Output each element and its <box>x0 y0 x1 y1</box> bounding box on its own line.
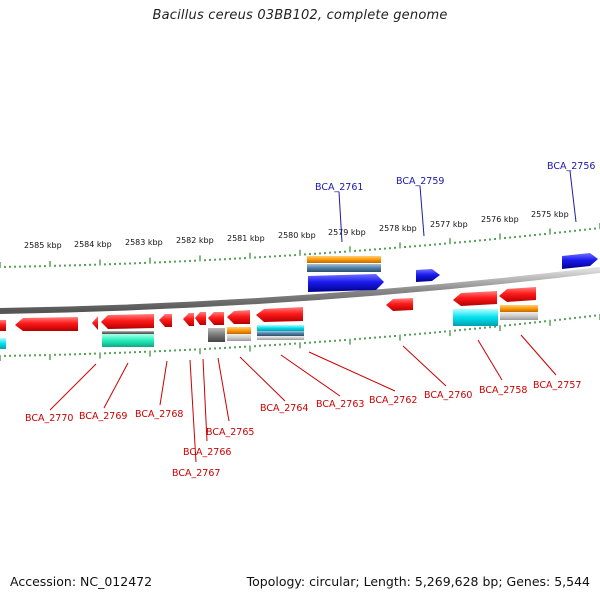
inner-tick-ring <box>0 314 600 361</box>
gene-label-bca-2758[interactable]: BCA_2758 <box>479 385 527 396</box>
cog-bar-cyan[interactable] <box>257 325 304 331</box>
callout-line <box>402 345 447 387</box>
gene-arrow-bca-2766[interactable] <box>195 312 206 325</box>
kbp-label: 2578 kbp <box>379 224 417 233</box>
gene-arrow-bca-2770[interactable] <box>15 317 78 331</box>
callout-line <box>419 185 425 237</box>
gene-label-bca-2765[interactable]: BCA_2765 <box>206 427 254 438</box>
callout-line <box>189 359 197 463</box>
cog-bar-gray[interactable] <box>208 328 225 342</box>
gene-arrow-bca-2757[interactable] <box>499 287 536 302</box>
kbp-scale-labels: 2585 kbp 2584 kbp 2583 kbp 2582 kbp 2581… <box>24 210 569 250</box>
accession-text: Accession: NC_012472 <box>10 574 153 589</box>
cog-bar-gray[interactable] <box>102 331 154 334</box>
gene-arrow-bca-2768[interactable] <box>159 314 172 327</box>
gene-label-bca-2767[interactable]: BCA_2767 <box>172 468 220 479</box>
cog-bar-orange[interactable] <box>500 305 538 312</box>
gene-label-bca-2759[interactable]: BCA_2759 <box>396 176 444 187</box>
callout-line <box>520 334 557 376</box>
gene-arrow-bca-2763[interactable] <box>256 307 303 322</box>
cog-bar-steel[interactable] <box>257 331 304 336</box>
gene-arrow-bca-2769[interactable] <box>101 314 154 329</box>
gene-label-bca-2763[interactable]: BCA_2763 <box>316 399 364 410</box>
callout-line <box>103 362 129 409</box>
callout-line <box>338 191 343 243</box>
cog-bar-lightgray[interactable] <box>227 334 251 341</box>
cog-bar-lightgray[interactable] <box>500 312 538 320</box>
kbp-label: 2576 kbp <box>481 215 519 224</box>
callout-line <box>202 358 208 442</box>
gene-arrow[interactable] <box>0 320 6 331</box>
gene-label-bca-2768[interactable]: BCA_2768 <box>135 409 183 420</box>
outer-tick-ring <box>0 223 600 268</box>
gene-arrow-bca-2761[interactable] <box>308 274 384 292</box>
gene-arrow-bca-2764[interactable] <box>227 310 250 324</box>
genome-backbone <box>0 267 600 314</box>
gene-arrow-bca-2758[interactable] <box>453 291 497 306</box>
forward-gene-labels: BCA_2761 BCA_2759 BCA_2756 <box>315 161 595 243</box>
reverse-strand-features <box>0 287 538 349</box>
kbp-label: 2582 kbp <box>176 236 214 245</box>
kbp-label: 2577 kbp <box>430 220 468 229</box>
callout-line <box>49 363 97 411</box>
forward-strand-features <box>307 253 598 292</box>
gene-label-bca-2760[interactable]: BCA_2760 <box>424 390 472 401</box>
gene-arrow-bca-2765[interactable] <box>208 312 224 325</box>
gene-arrow-bca-2756[interactable] <box>562 253 598 269</box>
cog-bar-lightgray[interactable] <box>257 336 304 340</box>
gene-arrow[interactable] <box>92 316 98 330</box>
gene-label-bca-2766[interactable]: BCA_2766 <box>183 447 231 458</box>
gene-arrow-bca-2759[interactable] <box>416 269 440 282</box>
reverse-gene-labels: BCA_2770 BCA_2769 BCA_2768 BCA_2767 BCA_… <box>25 334 581 479</box>
kbp-label: 2581 kbp <box>227 234 265 243</box>
kbp-label: 2579 kbp <box>328 228 366 237</box>
gene-label-bca-2761[interactable]: BCA_2761 <box>315 182 363 193</box>
callout-line <box>569 170 577 223</box>
gene-label-bca-2762[interactable]: BCA_2762 <box>369 395 417 406</box>
gene-label-bca-2769[interactable]: BCA_2769 <box>79 411 127 422</box>
cog-bar-orange[interactable] <box>307 256 381 263</box>
gene-label-bca-2756[interactable]: BCA_2756 <box>547 161 595 172</box>
gene-arrow-bca-2767[interactable] <box>183 313 194 326</box>
callout-line <box>159 360 168 406</box>
cog-bar-cyan[interactable] <box>453 309 498 326</box>
gene-label-bca-2757[interactable]: BCA_2757 <box>533 380 581 391</box>
kbp-label: 2575 kbp <box>531 210 569 219</box>
cog-bar-cyan[interactable] <box>0 338 6 349</box>
gene-label-bca-2764[interactable]: BCA_2764 <box>260 403 308 414</box>
cog-bar-steel[interactable] <box>307 264 381 272</box>
kbp-label: 2585 kbp <box>24 241 62 250</box>
gene-label-bca-2770[interactable]: BCA_2770 <box>25 413 73 424</box>
cog-bar-mint[interactable] <box>102 334 154 347</box>
callout-line <box>308 351 396 392</box>
kbp-label: 2580 kbp <box>278 231 316 240</box>
kbp-label: 2584 kbp <box>74 240 112 249</box>
callout-line <box>477 339 503 381</box>
map-title: Bacillus cereus 03BB102, complete genome <box>152 8 448 23</box>
topology-text: Topology: circular; Length: 5,269,628 bp… <box>246 574 590 589</box>
gene-arrow-bca-2760[interactable] <box>386 298 413 311</box>
callout-line <box>239 356 286 402</box>
callout-line <box>280 354 341 397</box>
cog-bar-orange[interactable] <box>227 327 251 334</box>
kbp-label: 2583 kbp <box>125 238 163 247</box>
callout-line <box>217 357 230 422</box>
